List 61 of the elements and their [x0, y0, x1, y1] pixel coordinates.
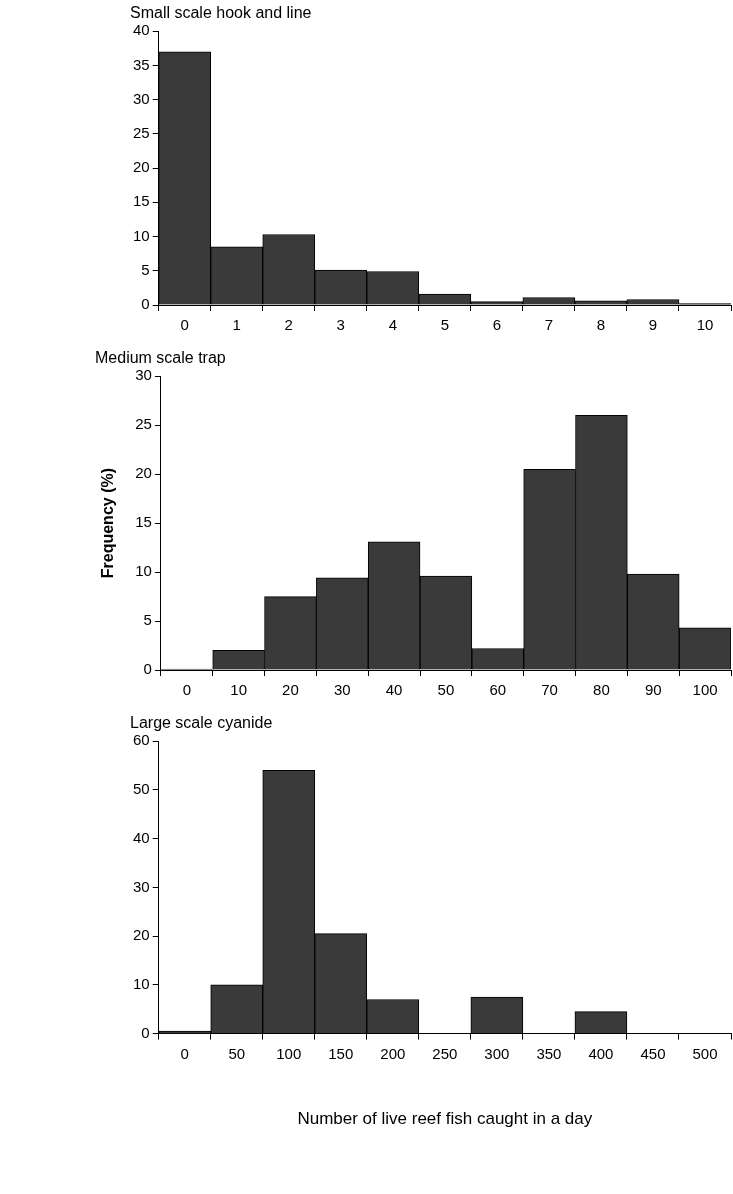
y-tick-label: 0: [141, 1023, 150, 1041]
y-tick-label: 20: [133, 158, 150, 176]
x-tick-label: 2: [284, 316, 293, 334]
y-tick-label: 40: [133, 21, 150, 39]
x-tick-label: 0: [180, 316, 189, 334]
x-tick-label: 1: [232, 316, 241, 334]
x-tick-label: 4: [388, 316, 397, 334]
chart-title: Small scale hook and line: [130, 4, 312, 22]
x-tick-label: 100: [276, 1044, 302, 1062]
y-axis-title: Frequency (%): [99, 467, 117, 579]
y-tick-label: 50: [133, 780, 150, 798]
y-tick-label: 10: [135, 562, 152, 580]
y-tick-label: 40: [133, 828, 150, 846]
x-tick-label: 450: [640, 1044, 666, 1062]
y-tick-label: 20: [133, 926, 150, 944]
x-tick-label: 200: [380, 1044, 406, 1062]
y-tick-label: 10: [133, 975, 150, 993]
x-tick-label: 70: [541, 681, 558, 699]
x-tick-label: 8: [596, 316, 606, 334]
x-tick-label: 0: [182, 681, 191, 699]
y-tick-label: 10: [133, 226, 150, 244]
x-tick-label: 3: [336, 316, 345, 334]
y-tick-label: 15: [133, 192, 150, 210]
y-tick-label: 5: [141, 260, 150, 278]
chart-title: Medium scale trap: [95, 349, 226, 367]
x-tick-label: 10: [230, 681, 247, 699]
x-tick-label: 0: [180, 1044, 189, 1062]
y-tick-label: 30: [133, 877, 150, 895]
y-tick-label: 25: [135, 415, 152, 433]
x-axis-title: Number of live reef fish caught in a day: [297, 1109, 593, 1129]
x-tick-label: 9: [648, 316, 658, 334]
y-tick-label: 0: [143, 660, 152, 678]
x-tick-label: 350: [536, 1044, 562, 1062]
chart-title: Large scale cyanide: [130, 714, 273, 732]
y-tick-label: 15: [135, 513, 152, 531]
y-tick-label: 25: [133, 124, 150, 142]
x-tick-label: 90: [644, 681, 662, 699]
x-tick-label: 7: [544, 316, 554, 334]
y-tick-label: 30: [133, 89, 150, 107]
x-tick-label: 10: [696, 316, 714, 334]
x-tick-label: 80: [593, 681, 610, 699]
y-tick-label: 30: [135, 366, 152, 384]
x-tick-label: 250: [432, 1044, 458, 1062]
y-tick-label: 60: [133, 731, 150, 749]
x-tick-label: 500: [692, 1044, 718, 1062]
y-tick-label: 20: [135, 464, 152, 482]
x-tick-label: 40: [385, 681, 403, 699]
x-tick-label: 20: [282, 681, 299, 699]
x-tick-label: 60: [489, 681, 507, 699]
x-tick-label: 150: [328, 1044, 354, 1062]
y-tick-label: 35: [133, 55, 150, 73]
x-tick-label: 100: [692, 681, 718, 699]
x-tick-label: 6: [492, 316, 502, 334]
x-tick-label: 300: [484, 1044, 510, 1062]
x-tick-label: 5: [440, 316, 450, 334]
x-tick-label: 50: [437, 681, 455, 699]
x-tick-label: 30: [333, 681, 351, 699]
x-tick-label: 50: [228, 1044, 246, 1062]
x-tick-label: 400: [588, 1044, 614, 1062]
y-tick-label: 0: [141, 295, 150, 313]
y-tick-label: 5: [143, 611, 152, 629]
